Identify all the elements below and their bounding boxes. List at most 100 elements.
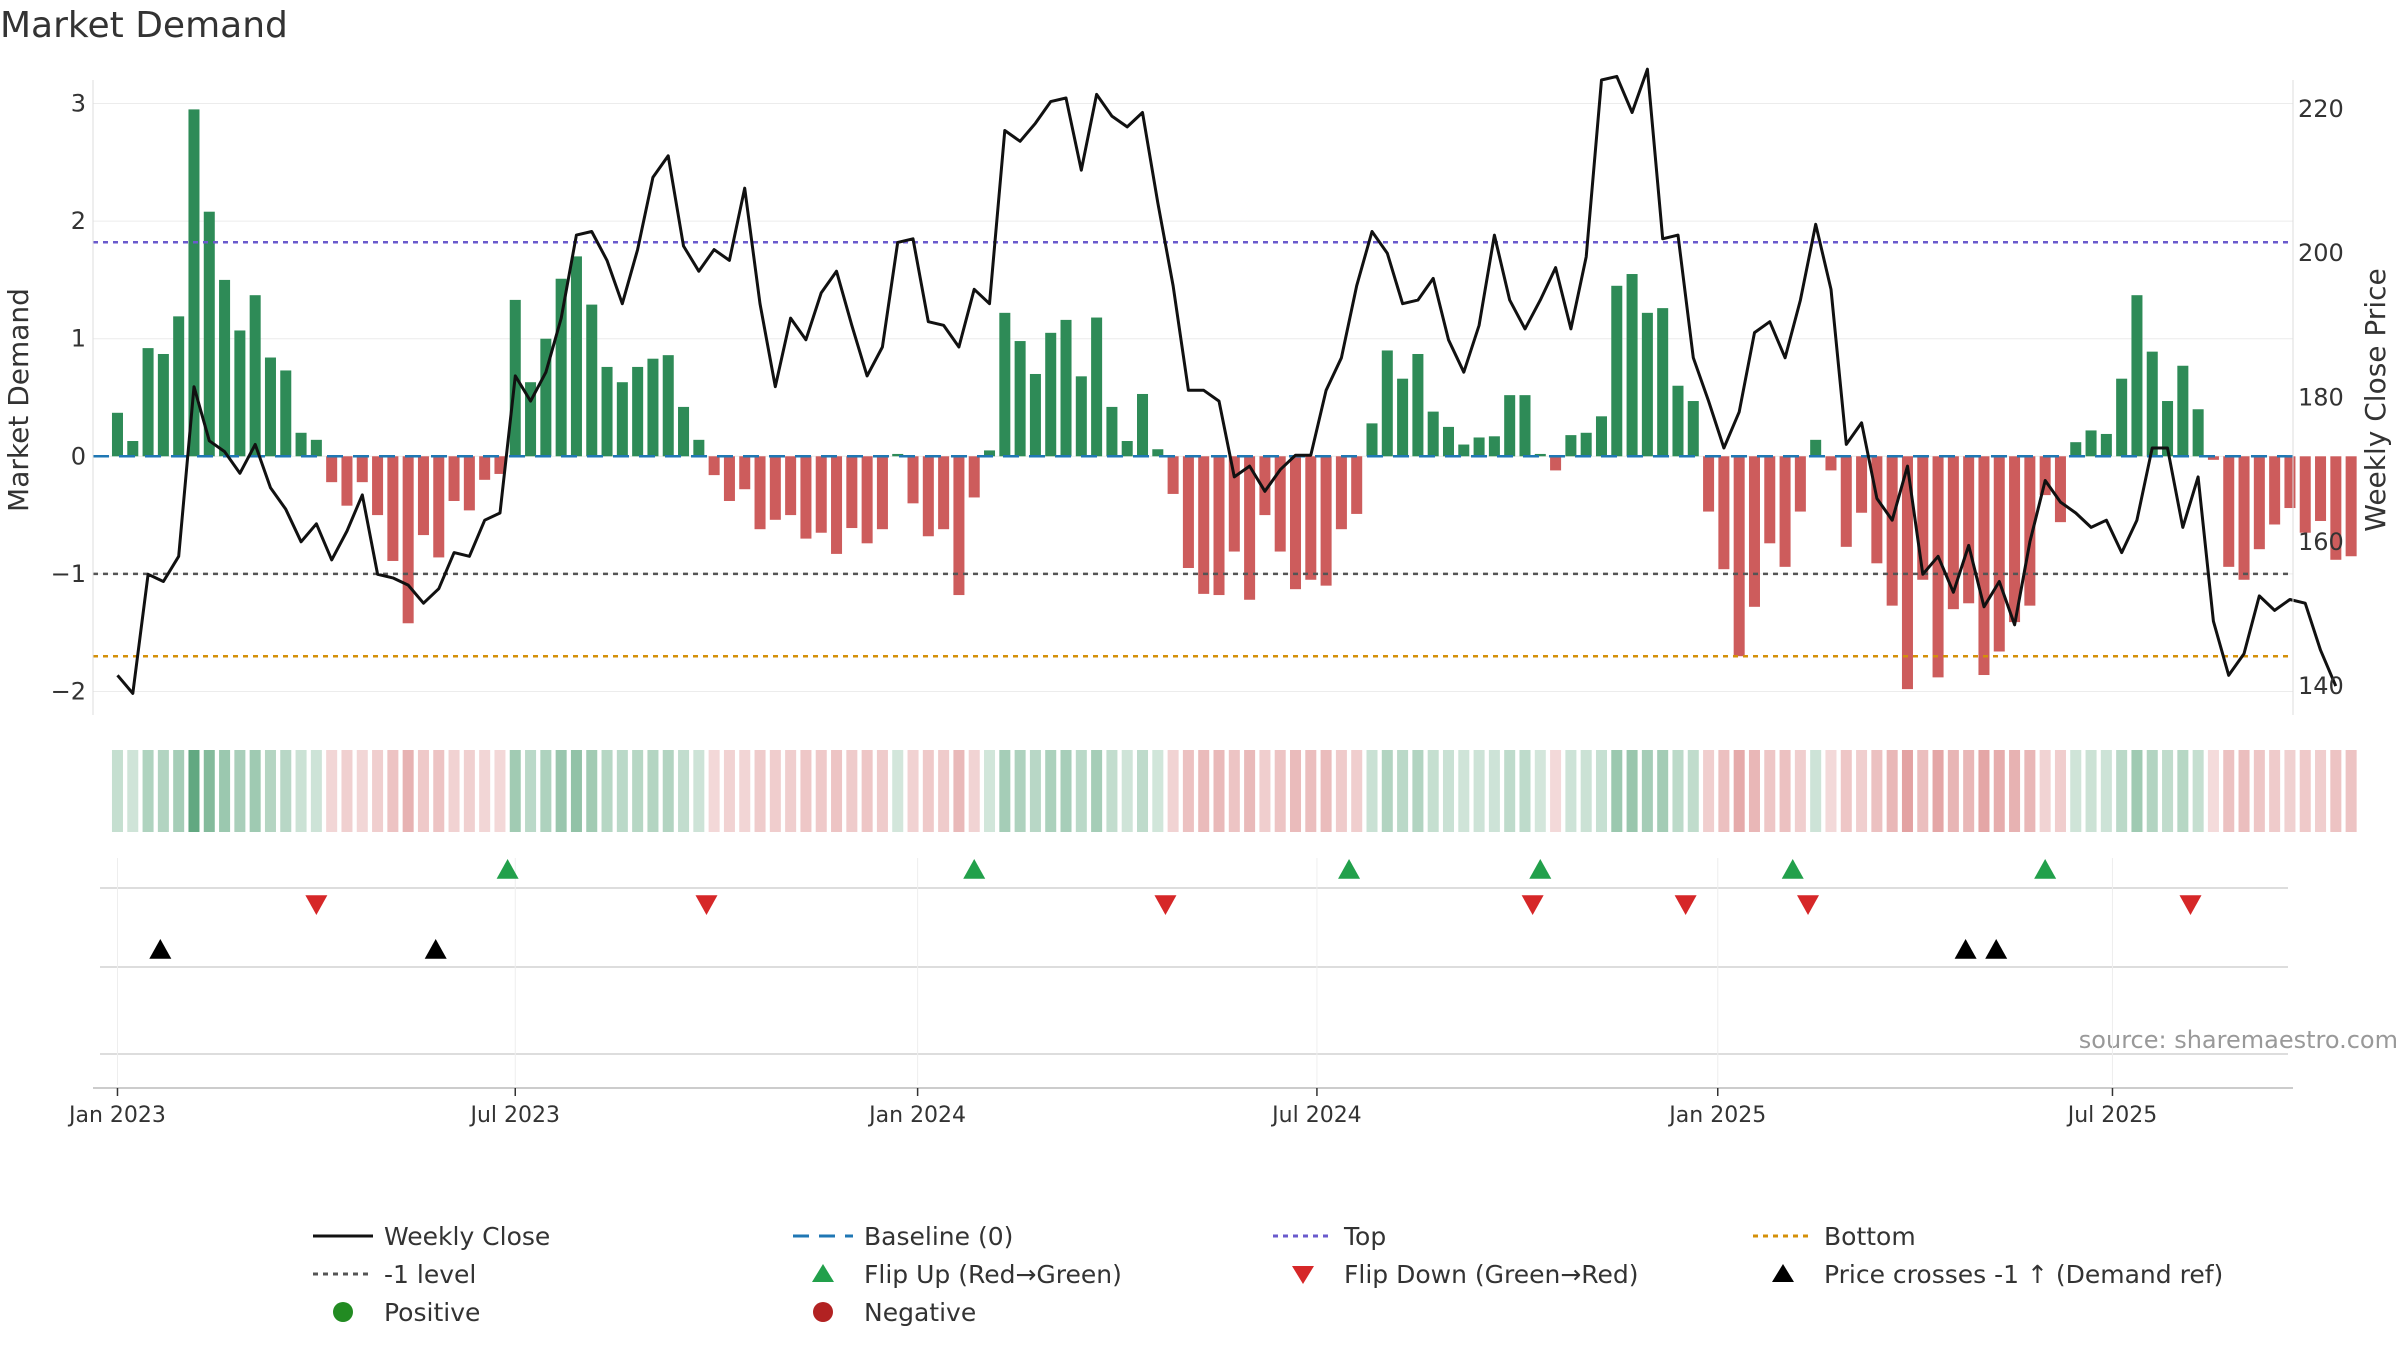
- demand-bar: [1060, 319, 1072, 457]
- heat-cell: [2070, 750, 2082, 832]
- demand-bar: [2162, 401, 2174, 457]
- demand-bar: [876, 456, 888, 530]
- demand-bar: [1611, 285, 1623, 457]
- heat-cell: [1534, 750, 1546, 832]
- heat-cell: [1060, 750, 1072, 832]
- flip-down-marker: [695, 895, 718, 915]
- demand-bar: [678, 406, 690, 457]
- demand-bar: [1657, 308, 1669, 457]
- demand-bar: [1932, 456, 1944, 678]
- legend-item-minus-one: -1 level: [313, 1260, 476, 1289]
- heat-cell: [1244, 750, 1256, 832]
- heat-cell: [2299, 750, 2311, 832]
- heat-cell: [785, 750, 797, 832]
- demand-bar: [999, 312, 1011, 457]
- heat-cell: [1932, 750, 1944, 832]
- demand-bar: [1748, 456, 1760, 607]
- heat-cell: [938, 750, 950, 832]
- heat-cell: [693, 750, 705, 832]
- heat-cell: [1595, 750, 1607, 832]
- heat-cell: [525, 750, 537, 832]
- demand-bar: [2039, 456, 2051, 496]
- heat-cell: [2315, 750, 2327, 832]
- price-cross-marker: [424, 939, 447, 959]
- demand-bar: [2131, 295, 2143, 457]
- demand-bar: [402, 456, 414, 624]
- heat-cell: [616, 750, 628, 832]
- heat-cell: [1840, 750, 1852, 832]
- demand-bar: [1458, 444, 1470, 457]
- demand-bar: [586, 304, 598, 457]
- demand-bar: [111, 412, 123, 457]
- demand-bar: [479, 456, 491, 480]
- demand-bar: [234, 330, 246, 457]
- demand-bar: [555, 278, 567, 457]
- demand-bar: [1182, 456, 1194, 569]
- heat-cell: [1198, 750, 1210, 832]
- heat-cell: [1106, 750, 1118, 832]
- demand-bar: [723, 456, 735, 501]
- demand-bar: [2269, 456, 2281, 525]
- demand-bar: [1550, 456, 1562, 471]
- heat-cell: [892, 750, 904, 832]
- demand-bar: [387, 456, 399, 561]
- heat-cell: [1289, 750, 1302, 832]
- demand-bar: [1381, 350, 1393, 457]
- demand-bar: [1963, 456, 1975, 604]
- heat-cell: [1748, 750, 1760, 832]
- demand-bar: [1473, 437, 1485, 457]
- demand-bar: [1137, 393, 1149, 457]
- price-line-layer: [116, 67, 2338, 695]
- demand-bar: [2207, 456, 2219, 460]
- x-tick-label: Jul 2025: [2066, 1103, 2158, 1128]
- demand-bar: [861, 456, 873, 544]
- demand-bar: [1366, 423, 1378, 457]
- demand-bar: [310, 439, 322, 457]
- demand-bar: [1871, 456, 1883, 564]
- legend-label-minus-one: -1 level: [384, 1260, 476, 1289]
- left-tick-label: 2: [71, 207, 86, 235]
- heat-cell: [509, 750, 521, 832]
- right-tick-label: 220: [2298, 95, 2344, 123]
- demand-bar: [938, 456, 950, 530]
- demand-bar: [264, 357, 276, 457]
- flip-down-marker: [1674, 895, 1697, 915]
- flip-down-marker: [1521, 895, 1544, 915]
- demand-bar: [693, 439, 705, 457]
- demand-bar: [127, 441, 139, 457]
- heat-cell: [1427, 750, 1439, 832]
- heat-cell: [2223, 750, 2235, 832]
- y-axis-label-right: Weekly Close Price: [2359, 268, 2392, 531]
- legend-item-flip-down: Flip Down (Green→Red): [1292, 1260, 1639, 1289]
- demand-bar: [800, 456, 812, 539]
- heat-cell: [2269, 750, 2281, 832]
- heat-cell: [2177, 750, 2189, 832]
- demand-bar: [1825, 456, 1837, 471]
- heat-cell: [463, 750, 475, 832]
- heat-cell: [739, 750, 751, 832]
- demand-bar: [540, 338, 552, 457]
- heat-cell: [127, 750, 139, 832]
- legend-label-bottom: Bottom: [1824, 1222, 1916, 1251]
- heat-cell: [1121, 750, 1133, 832]
- heat-cell: [2024, 750, 2036, 832]
- heat-cell: [1917, 750, 1929, 832]
- legend: Weekly Close Baseline (0) Top Bottom -1 …: [313, 1222, 2223, 1327]
- heat-cell: [678, 750, 690, 832]
- demand-bar: [1335, 456, 1347, 530]
- heat-cell: [1565, 750, 1577, 832]
- legend-label-negative: Negative: [864, 1298, 976, 1327]
- demand-bar: [1045, 332, 1057, 457]
- demand-bar: [295, 432, 307, 457]
- flip-up-marker: [496, 859, 519, 879]
- heat-cell: [861, 750, 873, 832]
- heat-cell: [479, 750, 491, 832]
- heat-cell: [555, 750, 567, 832]
- demand-bar: [2100, 433, 2112, 457]
- heat-cell: [234, 750, 246, 832]
- heat-cell: [601, 750, 613, 832]
- heat-cell: [953, 750, 965, 832]
- demand-bar: [1917, 456, 1929, 580]
- demand-bar: [769, 456, 781, 520]
- heat-cell: [769, 750, 781, 832]
